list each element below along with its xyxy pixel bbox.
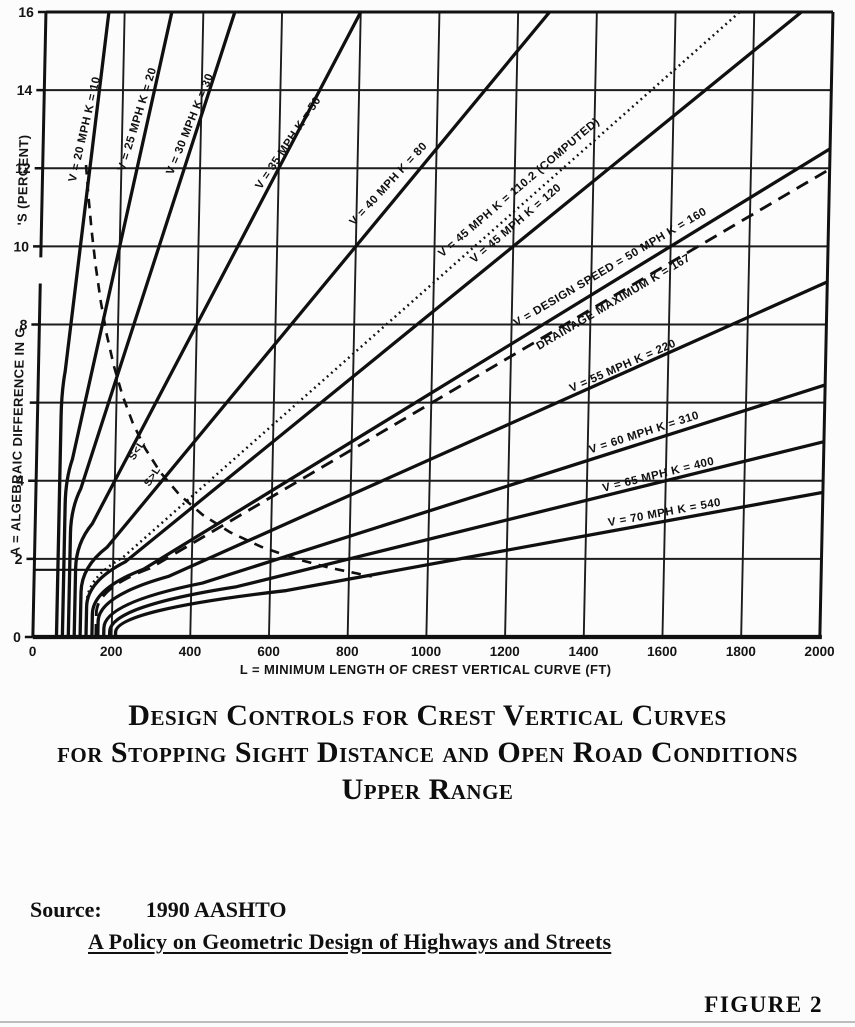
x-tick-label-800: 800 (336, 644, 359, 659)
series-label-k110_2: V = 45 MPH K = 110.2 (COMPUTED) (436, 116, 602, 260)
chart-skew-group: 0 2 4 8 10 12 14 16 0 200 400 600 800 1000 1200 1400 160… (8, 4, 835, 677)
series-label-k80: V = 40 MPH K = 80 (348, 140, 430, 228)
y-tick-label-12: 12 (15, 160, 31, 176)
chart-canvas: 0 2 4 8 10 12 14 16 0 200 400 600 800 1000 1200 1400 160… (8, 4, 835, 677)
x-tick-label-400: 400 (179, 644, 202, 659)
series-line-k167 (94, 167, 831, 637)
x-tick-label-1200: 1200 (490, 644, 520, 659)
source-block: Source: 1990 AASHTO A Policy on Geometri… (30, 897, 611, 955)
crest-vertical-curve-chart: 0 2 4 8 10 12 14 16 0 200 400 600 800 1000 1200 1400 160… (8, 4, 835, 677)
x-tick-label-1000: 1000 (411, 644, 441, 659)
y-axis-lower (31, 283, 42, 637)
series-line-k80 (78, 10, 551, 637)
x-axis-title: L = MINIMUM LENGTH OF CREST VERTICAL CUR… (240, 662, 612, 677)
figure-number: FIGURE 2 (704, 992, 823, 1017)
series-label-k220: V = 55 MPH K = 220 (568, 338, 678, 395)
series-line-k20 (60, 11, 174, 637)
y-axis-title-lower: A = ALGEBRAIC DIFFERENCE IN G (8, 327, 28, 556)
series-line-k400 (107, 440, 825, 637)
series-line-k10 (54, 11, 111, 637)
y-tick-label-8: 8 (19, 317, 27, 333)
caption-line-2: for Stopping Sight Distance and Open Roa… (57, 736, 798, 769)
series-line-k220 (96, 280, 828, 637)
y-axis-upper (39, 12, 48, 258)
y-tick-label-16: 16 (18, 4, 34, 20)
caption-line-1: Design Controls for Crest Vertical Curve… (128, 699, 727, 732)
x-tick-label-1800: 1800 (726, 644, 756, 659)
y-tick-label-14: 14 (17, 82, 33, 98)
caption-line-3: Upper Range (341, 773, 514, 806)
series-label-k30: V = 30 MPH K = 30 (164, 72, 216, 177)
series-line-k310 (102, 383, 826, 637)
right-border (818, 12, 835, 637)
series-line-k160 (90, 147, 831, 637)
y-tick-label-10: 10 (13, 238, 29, 254)
series-label-k400: V = 65 MPH K = 400 (601, 455, 715, 494)
x-tick-label-600: 600 (257, 644, 280, 659)
series-label-k310: V = 60 MPH K = 310 (588, 410, 701, 457)
x-tick-label-1400: 1400 (568, 644, 598, 659)
x-tick-label-0: 0 (29, 644, 37, 659)
scan-edge-line (0, 1021, 855, 1023)
source-title: A Policy on Geometric Design of Highways… (88, 929, 612, 954)
source-label: Source: (30, 897, 102, 922)
series-line-k120 (84, 10, 803, 637)
y-axis-title-upper: 'S (PERCENT) (14, 134, 31, 225)
x-tick-label-1600: 1600 (647, 644, 677, 659)
series-label-k50: V = 35 MPH K = 50 (253, 95, 323, 192)
x-tick-label-2000: 2000 (804, 644, 834, 659)
y-tick-label-0: 0 (13, 629, 21, 645)
series-line-k50 (72, 11, 363, 637)
series-line-k30 (66, 11, 237, 637)
x-tick-label-200: 200 (100, 644, 123, 659)
figure-caption: Design Controls for Crest Vertical Curve… (0, 697, 855, 808)
y-tick-label-4: 4 (16, 473, 24, 489)
sight-distance-boundary-curve (84, 164, 373, 578)
y-tick-label-2: 2 (15, 551, 23, 567)
series-line-k540 (113, 490, 824, 637)
grid (34, 11, 834, 637)
source-name: 1990 AASHTO (145, 897, 287, 922)
